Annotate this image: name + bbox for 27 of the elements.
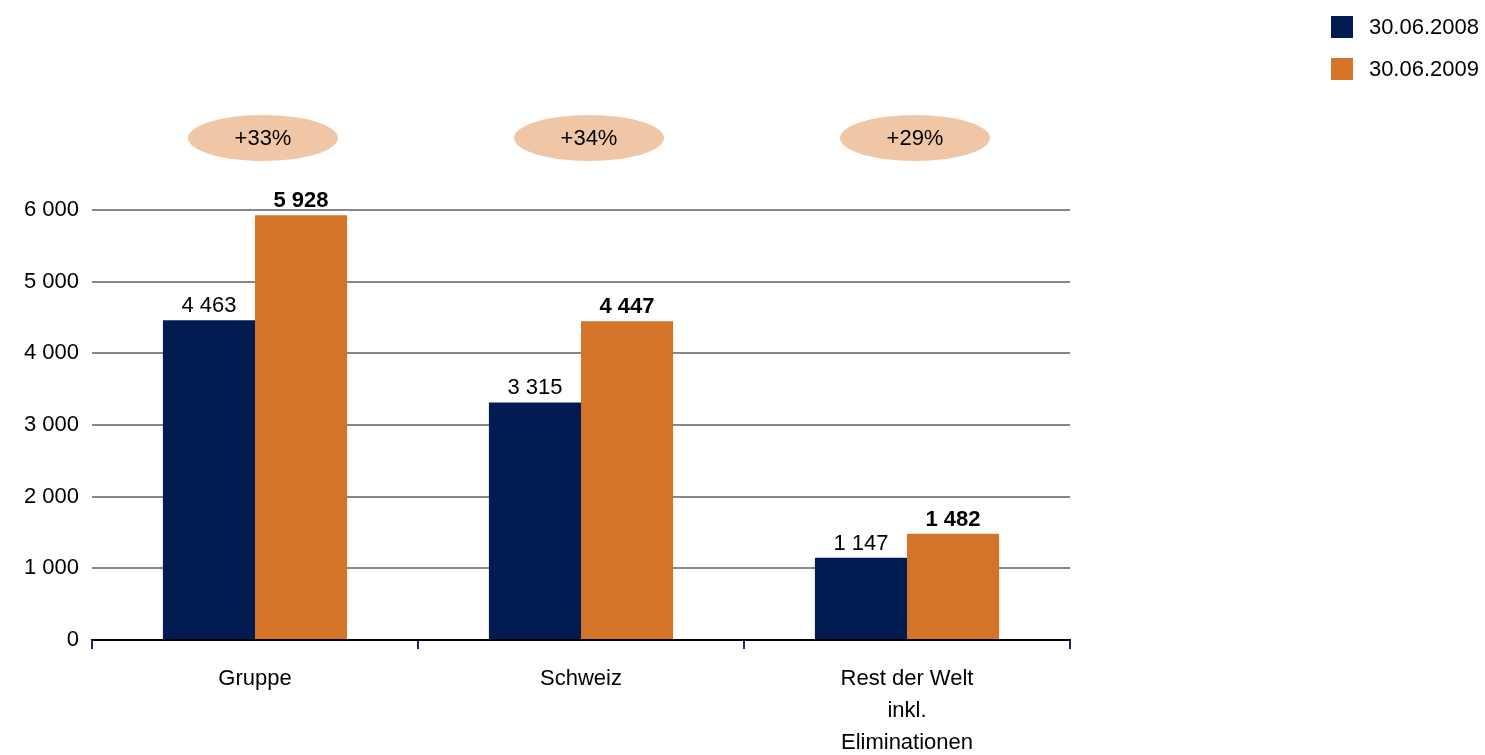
legend-label: 30.06.2008 (1368, 14, 1479, 40)
data-label: 1 147 (833, 529, 889, 555)
text: +29% (886, 125, 944, 151)
bar (162, 320, 255, 639)
x-tick-label: Gruppe (218, 665, 292, 691)
text: +33% (234, 125, 292, 151)
y-tick-label: 5 000 (23, 267, 79, 293)
data-label: 3 315 (507, 374, 563, 400)
bar (814, 557, 907, 639)
bar (488, 402, 581, 639)
bar (907, 533, 1000, 639)
y-tick-label: 6 000 (23, 196, 79, 222)
y-tick-label: 4 000 (23, 339, 79, 365)
y-tick-label: 3 000 (23, 411, 79, 437)
bar (581, 321, 674, 639)
data-label: 1 482 (925, 505, 981, 531)
y-tick-label: 1 000 (23, 554, 79, 580)
data-label: 5 928 (273, 187, 329, 213)
bar (255, 215, 348, 639)
x-tick-label: Rest der Welt inkl. Eliminationen (840, 665, 974, 754)
legend-label: 30.06.2009 (1368, 56, 1479, 82)
data-label: 4 463 (181, 292, 237, 318)
text: +34% (560, 125, 618, 151)
data-label: 4 447 (599, 293, 655, 319)
x-tick-label: Schweiz (540, 665, 622, 691)
y-tick-label: 2 000 (23, 482, 79, 508)
y-tick-label: 0 (66, 626, 79, 652)
